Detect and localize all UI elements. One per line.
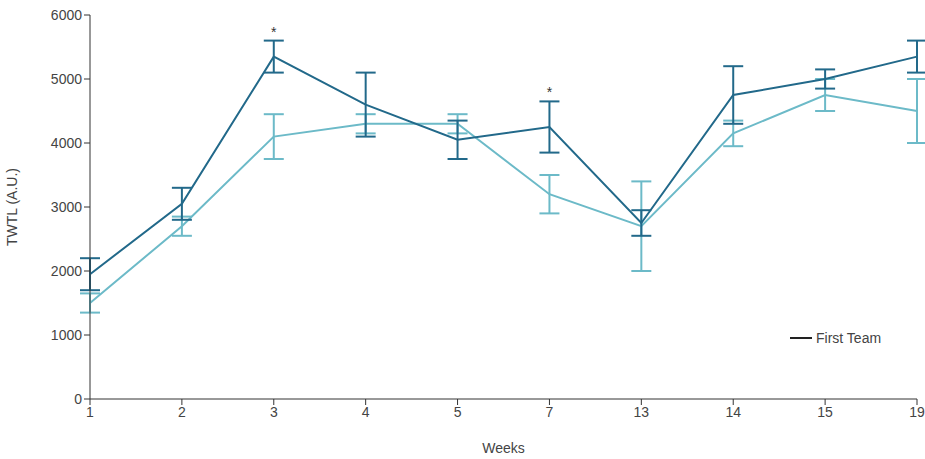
svg-text:TWTL (A.U.): TWTL (A.U.) (8, 168, 20, 246)
svg-text:Weeks: Weeks (482, 440, 525, 456)
svg-text:*: * (271, 24, 277, 40)
svg-text:3: 3 (270, 404, 278, 420)
svg-text:13: 13 (634, 404, 650, 420)
svg-text:15: 15 (817, 404, 833, 420)
svg-text:14: 14 (725, 404, 741, 420)
svg-text:7: 7 (546, 404, 554, 420)
svg-text:4000: 4000 (51, 135, 82, 151)
svg-text:3000: 3000 (51, 199, 82, 215)
svg-text:1000: 1000 (51, 327, 82, 343)
svg-text:6000: 6000 (51, 7, 82, 23)
html-text:First Team: First Team (816, 330, 882, 346)
svg-text:*: * (547, 84, 553, 100)
svg-text:19: 19 (909, 404, 917, 420)
svg-text:5: 5 (454, 404, 462, 420)
svg-text:0: 0 (74, 391, 82, 407)
svg-text:2000: 2000 (51, 263, 82, 279)
svg-text:5000: 5000 (51, 71, 82, 87)
svg-text:1: 1 (86, 404, 94, 420)
svg-text:2: 2 (178, 404, 186, 420)
svg-text:4: 4 (362, 404, 370, 420)
